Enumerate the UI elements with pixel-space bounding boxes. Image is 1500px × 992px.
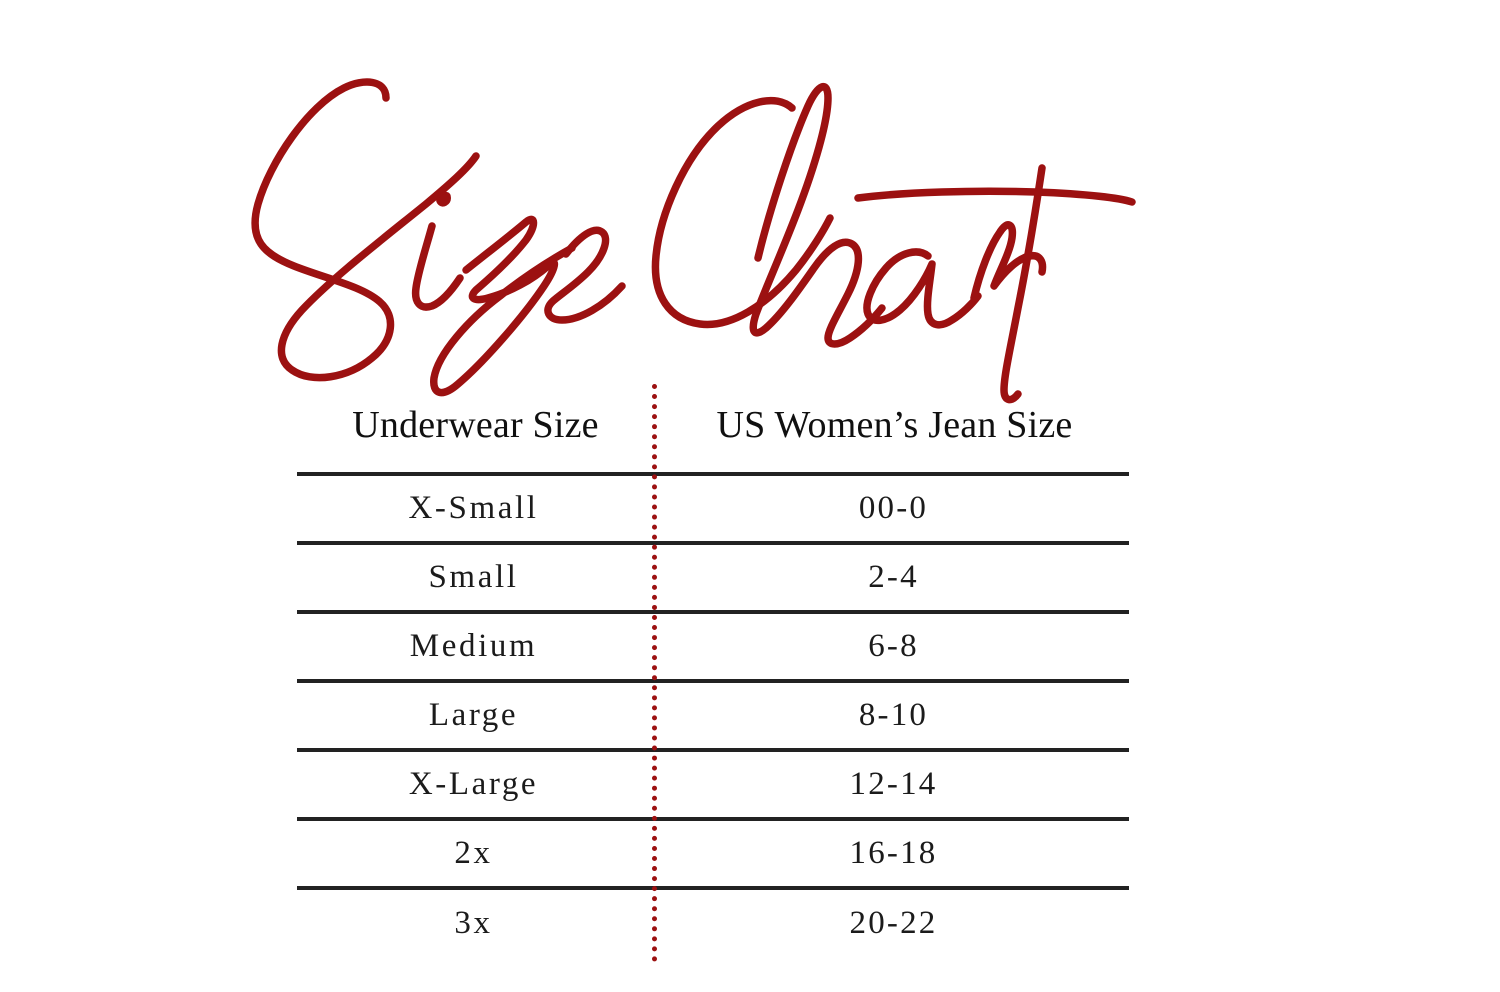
table-row: Small 2-4 <box>297 541 1129 612</box>
cell-jean-size: 16-18 <box>652 817 1129 888</box>
cell-jean-size: 12-14 <box>652 748 1129 819</box>
cell-jean-size: 00-0 <box>652 472 1129 543</box>
cell-underwear-size: Large <box>297 679 652 750</box>
cell-jean-size: 8-10 <box>652 679 1129 750</box>
cell-underwear-size: Medium <box>297 610 652 681</box>
page-title: Size Chart <box>236 58 1136 404</box>
cell-underwear-size: Small <box>297 541 652 612</box>
vertical-dotted-divider <box>652 384 657 962</box>
cell-underwear-size: X-Small <box>297 472 652 543</box>
table-row: X-Small 00-0 <box>297 472 1129 543</box>
cell-jean-size: 2-4 <box>652 541 1129 612</box>
column-header-underwear-size: Underwear Size <box>352 404 599 446</box>
cell-underwear-size: X-Large <box>297 748 652 819</box>
size-chart-table: Underwear Size US Women’s Jean Size X-Sm… <box>297 384 1129 957</box>
table-row: 2x 16-18 <box>297 817 1129 888</box>
cell-underwear-size: 2x <box>297 817 652 888</box>
column-header-jean-size: US Women’s Jean Size <box>716 404 1073 446</box>
table-header: Underwear Size US Women’s Jean Size <box>297 384 1129 474</box>
page-title-script-art <box>251 78 1136 404</box>
cell-jean-size: 20-22 <box>652 886 1129 957</box>
size-chart-table-wrap: Underwear Size US Women’s Jean Size X-Sm… <box>297 384 1129 964</box>
cell-jean-size: 6-8 <box>652 610 1129 681</box>
table-row: 3x 20-22 <box>297 886 1129 957</box>
table-row: Medium 6-8 <box>297 610 1129 681</box>
header-row: Underwear Size US Women’s Jean Size <box>297 384 1129 474</box>
table-row: X-Large 12-14 <box>297 748 1129 819</box>
table-body: X-Small 00-0 Small 2-4 Medium 6-8 Large … <box>297 472 1129 957</box>
cell-underwear-size: 3x <box>297 886 652 957</box>
table-row: Large 8-10 <box>297 679 1129 750</box>
